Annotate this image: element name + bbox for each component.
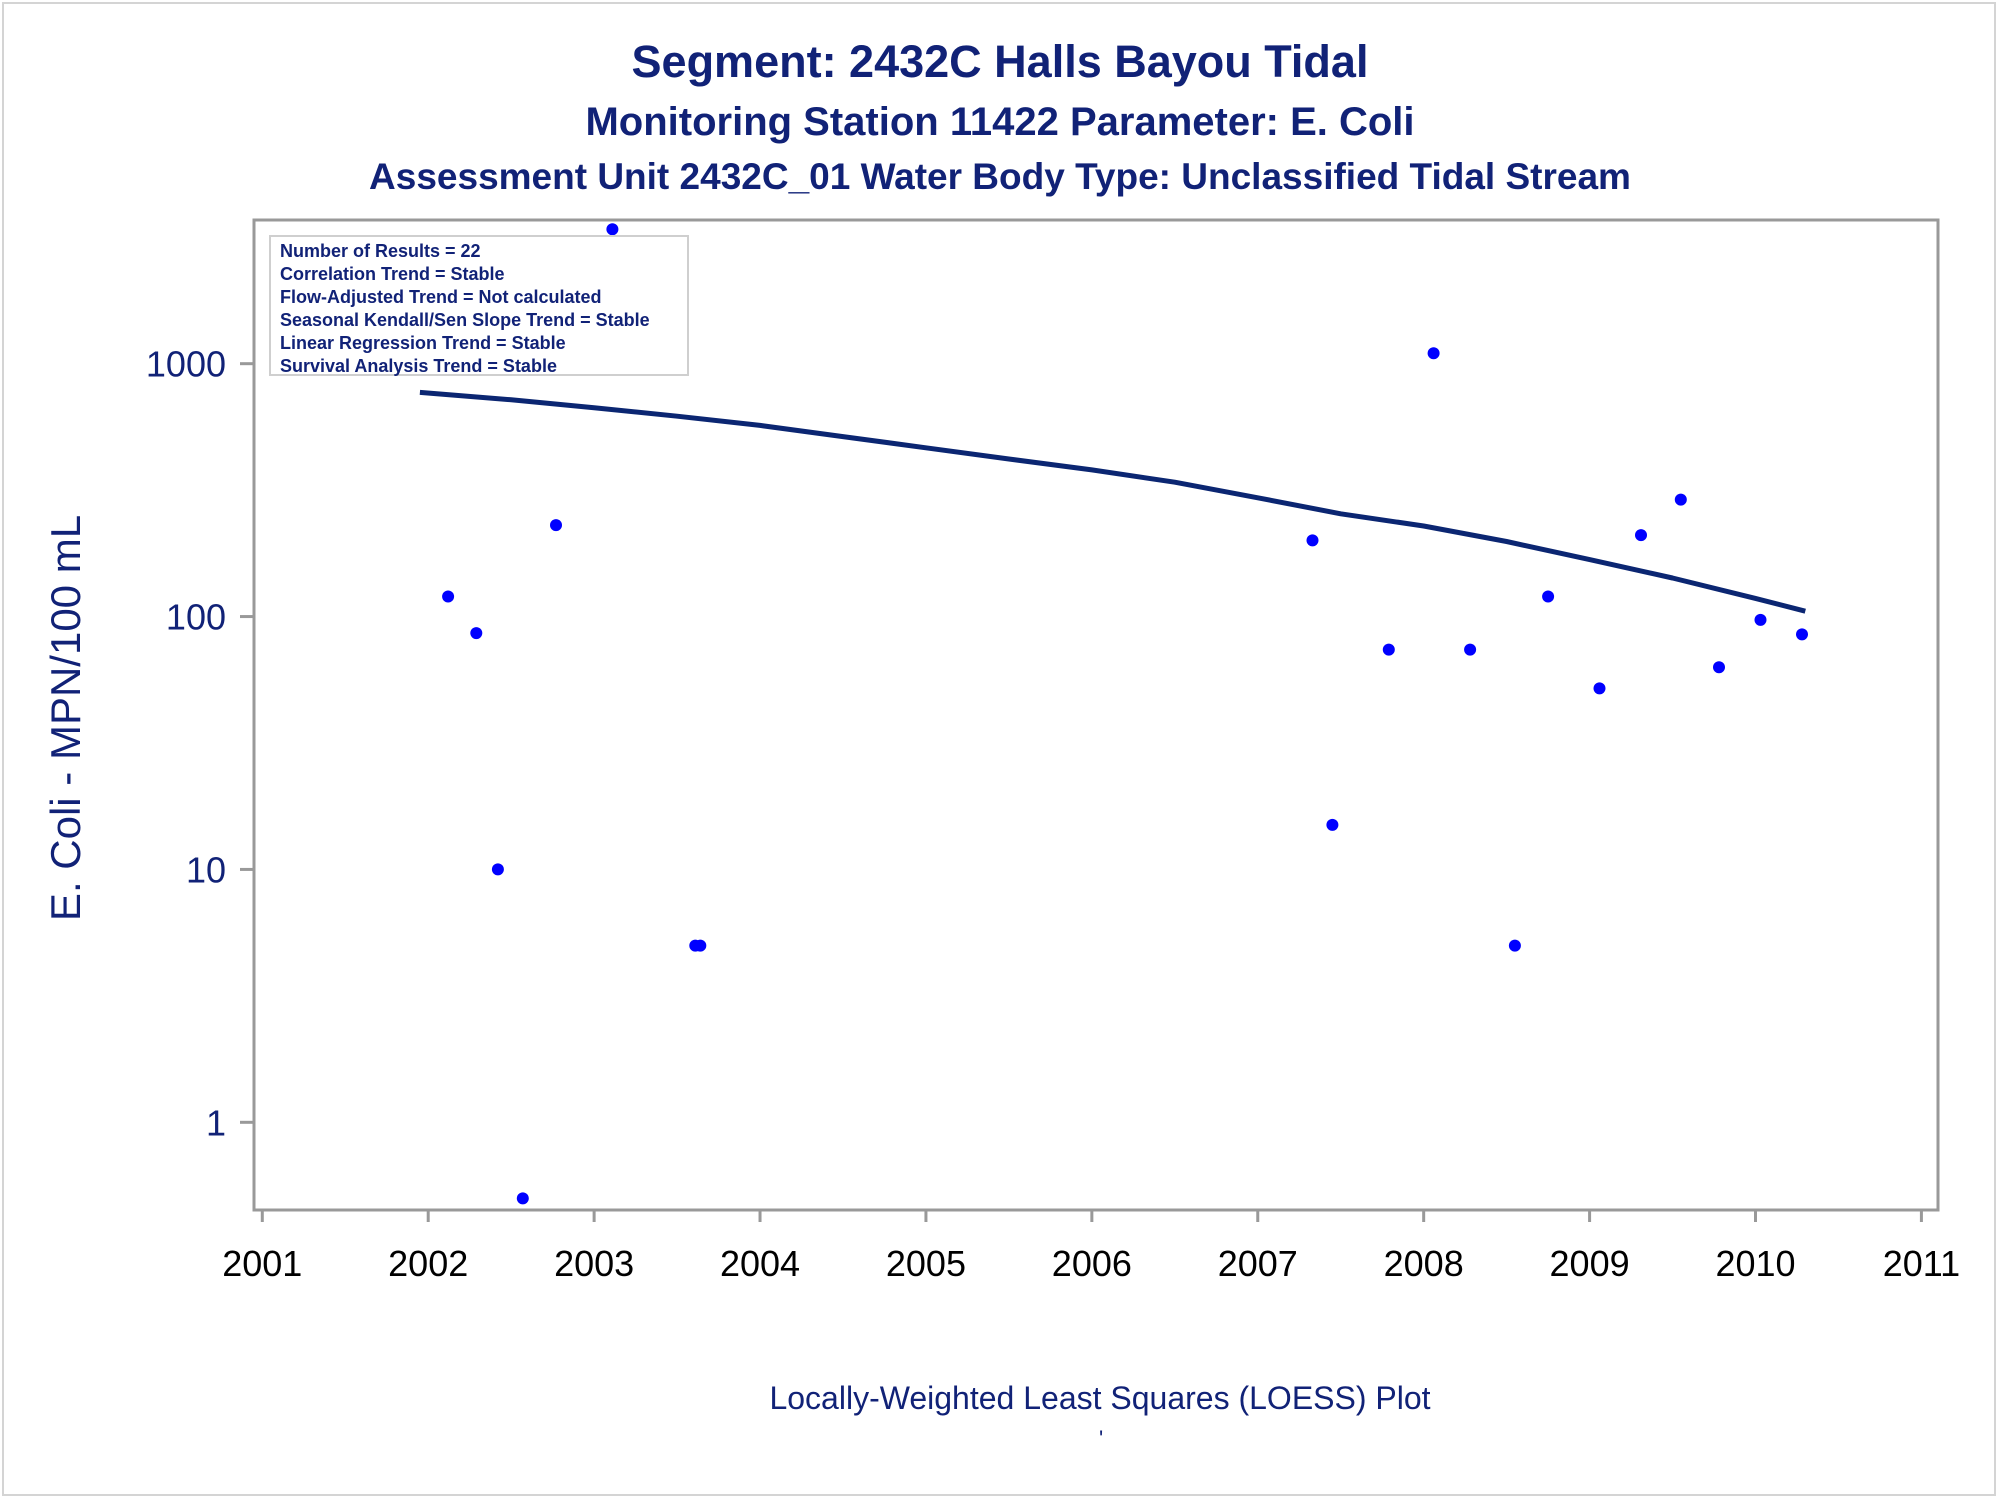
x-tick-label: 2001	[222, 1243, 302, 1284]
x-axis: 2001 2002 2003 2004 2005 2006 2007 2008 2009 2010…	[222, 1210, 1960, 1284]
x-tick-label: 2004	[720, 1243, 800, 1284]
data-point	[1427, 347, 1440, 360]
data-point	[1713, 661, 1725, 674]
x-tick-label: 2007	[1218, 1243, 1298, 1284]
data-point	[1796, 628, 1808, 641]
y-tick-label: 1	[206, 1102, 226, 1143]
x-tick-label: 2009	[1550, 1243, 1630, 1284]
loess-line	[419, 389, 1806, 614]
plot-area	[252, 218, 1940, 1212]
data-point	[1542, 590, 1555, 603]
chart-subtitle-station: Monitoring Station 11422 Parameter: E. C…	[585, 100, 1415, 144]
y-tick-label: 100	[166, 597, 226, 638]
data-point	[550, 519, 562, 532]
x-tick-label: 2003	[554, 1243, 634, 1284]
stat-correlation-trend: Correlation Trend = Stable	[280, 264, 505, 284]
y-axis: 1 10 100 1000	[146, 344, 254, 1143]
data-point	[606, 223, 619, 236]
y-tick-label: 10	[186, 849, 226, 890]
data-point	[1674, 493, 1687, 506]
data-point	[1754, 613, 1767, 626]
stat-number-of-results: Number of Results = 22	[280, 241, 481, 261]
x-tick-label: 2010	[1715, 1243, 1795, 1284]
plot-method-footnote: Locally-Weighted Least Squares (LOESS) P…	[769, 1380, 1431, 1416]
data-points	[413, 223, 1808, 1205]
data-point	[516, 1192, 529, 1205]
loess-line-group	[419, 389, 1806, 614]
data-point	[1326, 818, 1339, 831]
footnote-mark: '	[1099, 1426, 1104, 1451]
y-axis-title: E. Coli - MPN/100 mL	[42, 515, 89, 921]
stat-seasonal-kendall-trend: Seasonal Kendall/Sen Slope Trend = Stabl…	[280, 310, 650, 330]
chart-title: Segment: 2432C Halls Bayou Tidal	[631, 36, 1369, 87]
x-tick-label: 2006	[1052, 1243, 1132, 1284]
x-tick-label: 2005	[886, 1243, 966, 1284]
x-tick-label: 2011	[1883, 1243, 1960, 1284]
trend-stats-box: Number of Results = 22 Correlation Trend…	[269, 235, 689, 376]
stat-survival-analysis-trend: Survival Analysis Trend = Stable	[280, 356, 557, 376]
stat-flow-adjusted-trend: Flow-Adjusted Trend = Not calculated	[280, 287, 602, 307]
data-point	[470, 627, 483, 640]
chart-subtitle-assessment: Assessment Unit 2432C_01 Water Body Type…	[369, 156, 1631, 197]
data-point	[1508, 939, 1521, 952]
data-point	[1306, 534, 1319, 547]
data-point	[1464, 643, 1477, 656]
y-tick-label: 1000	[146, 344, 226, 385]
data-point	[694, 939, 707, 952]
data-point	[491, 863, 504, 876]
data-point	[442, 590, 455, 603]
x-tick-label: 2002	[388, 1243, 468, 1284]
stat-linear-regression-trend: Linear Regression Trend = Stable	[280, 333, 566, 353]
data-point	[1635, 529, 1647, 542]
data-point	[1382, 643, 1395, 656]
data-point	[1593, 682, 1606, 695]
x-tick-label: 2008	[1384, 1243, 1464, 1284]
